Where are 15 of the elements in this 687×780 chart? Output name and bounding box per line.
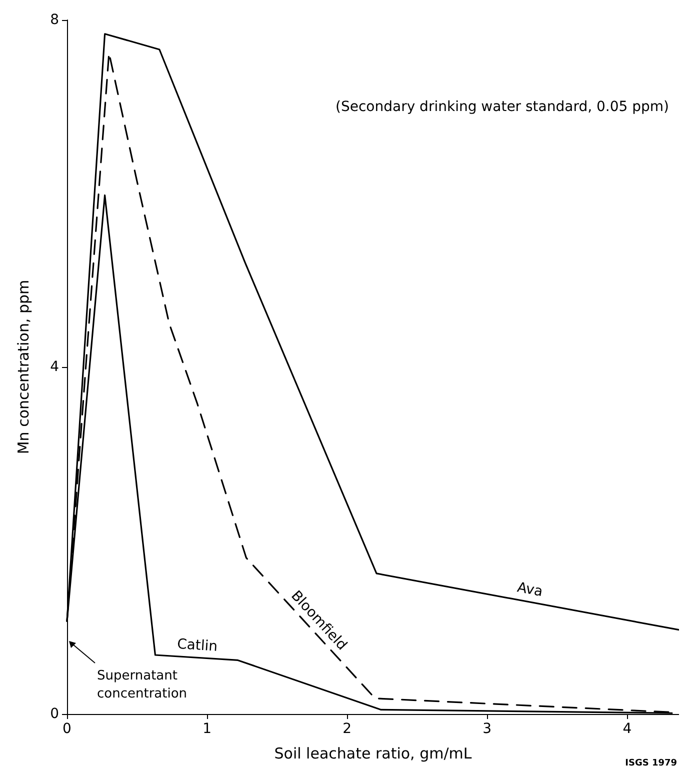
text: ISGS 1979: [625, 758, 678, 768]
y-axis-title: Mn concentration, ppm: [14, 280, 32, 454]
x-tick-label: 4: [622, 721, 632, 737]
y-tick-label: 4: [50, 359, 60, 375]
y-tick-label: 8: [50, 12, 59, 28]
x-tick-label: 3: [482, 721, 492, 737]
x-tick-label: 2: [342, 721, 352, 737]
y-tick-label: 0: [50, 706, 59, 722]
x-tick-label: 0: [62, 721, 72, 737]
text: Ava: [516, 580, 544, 600]
x-axis-title: Soil leachate ratio, gm/mL: [274, 744, 472, 762]
annotation: Supernatant concentration: [97, 668, 188, 702]
series-label: Catlin: [176, 636, 218, 655]
x-tick-label: 1: [202, 721, 212, 737]
annotation: (Secondary drinking water standard, 0.05 ppm): [336, 99, 669, 115]
